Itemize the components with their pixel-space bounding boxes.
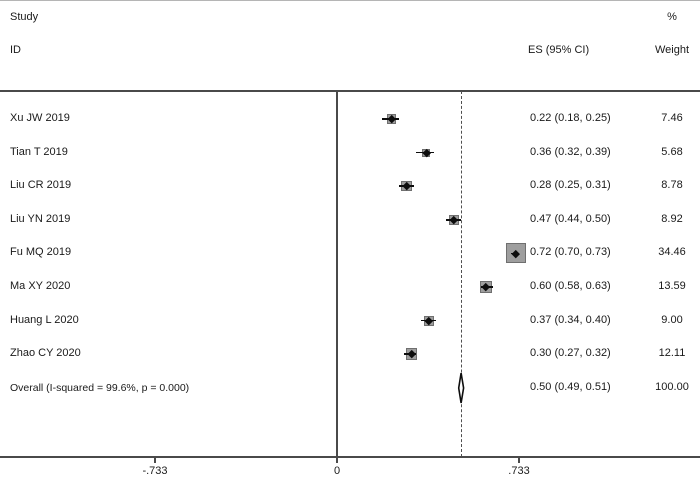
es-ci-value: 0.37 (0.34, 0.40) <box>530 313 611 326</box>
weight-value: 34.46 <box>658 246 686 259</box>
overall-weight-value: 100.00 <box>655 381 689 393</box>
weight-value: 8.92 <box>661 212 683 225</box>
es-ci-value: 0.72 (0.70, 0.73) <box>530 246 611 259</box>
study-id-label: Fu MQ 2019 <box>10 246 72 259</box>
header-id-label: ID <box>10 44 21 56</box>
header-separator-line <box>0 90 700 92</box>
weight-value: 8.78 <box>661 179 683 192</box>
header-weight-label: Weight <box>654 44 690 56</box>
es-ci-value: 0.60 (0.58, 0.63) <box>530 280 611 292</box>
weight-value: 12.11 <box>658 347 686 360</box>
weight-value: 13.59 <box>658 280 686 292</box>
weight-value: 7.46 <box>661 112 683 124</box>
weight-value: 9.00 <box>661 313 683 326</box>
x-axis-tick-label: .733 <box>508 465 530 477</box>
x-axis-tick <box>154 458 156 463</box>
study-id-label: Ma XY 2020 <box>10 280 71 292</box>
study-id-label: Liu YN 2019 <box>10 212 71 225</box>
es-ci-value: 0.36 (0.32, 0.39) <box>530 145 611 158</box>
overall-label: Overall (I-squared = 99.6%, p = 0.000) <box>10 382 190 394</box>
header-percent-label: % <box>667 11 677 23</box>
study-id-label: Zhao CY 2020 <box>10 347 81 360</box>
header-es-label: ES (95% CI) <box>528 44 590 56</box>
zero-reference-line <box>336 91 338 457</box>
weight-value: 5.68 <box>661 145 683 158</box>
x-axis-line <box>0 456 700 458</box>
x-axis-tick-label: -.733 <box>142 465 168 477</box>
es-ci-value: 0.28 (0.25, 0.31) <box>530 179 611 192</box>
overall-es-ci-value: 0.50 (0.49, 0.51) <box>530 381 611 393</box>
study-id-label: Tian T 2019 <box>10 145 68 158</box>
es-ci-value: 0.30 (0.27, 0.32) <box>530 347 611 360</box>
study-id-label: Huang L 2020 <box>10 313 79 326</box>
overall-estimate-dashed-line <box>461 91 463 457</box>
es-ci-value: 0.22 (0.18, 0.25) <box>530 112 611 124</box>
top-border <box>0 0 700 1</box>
es-ci-value: 0.47 (0.44, 0.50) <box>530 212 611 225</box>
x-axis-tick <box>518 458 520 463</box>
study-id-label: Liu CR 2019 <box>10 179 72 192</box>
header-study-label: Study <box>10 11 39 23</box>
x-axis-tick <box>336 458 338 463</box>
study-id-label: Xu JW 2019 <box>10 112 70 124</box>
x-axis-tick-label: 0 <box>333 465 341 477</box>
